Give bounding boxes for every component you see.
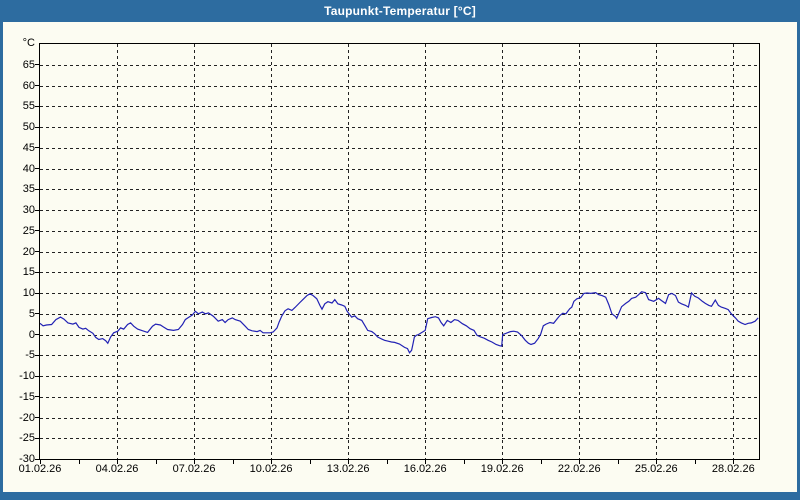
x-tick-label: 19.02.26 [480,463,524,475]
x-axis-tick [733,460,735,464]
x-axis-tick [40,460,41,464]
x-axis-tick [540,460,542,464]
y-axis-tick [35,230,39,232]
x-axis-tick [579,460,581,464]
y-axis-tick [35,251,39,252]
y-tick-label: -5 [25,349,35,362]
y-tick-label: 55 [22,100,35,113]
y-tick-label: -20 [19,411,35,424]
y-axis-tick [35,396,39,398]
y-axis-unit-label: °C [22,37,35,49]
x-tick-label: 22.02.26 [557,463,601,475]
y-axis-tick [35,458,39,460]
y-tick-label: -15 [19,390,35,403]
y-axis-tick [35,437,39,439]
x-axis-tick [117,460,119,464]
x-axis-tick [232,460,234,464]
x-tick-label: 16.02.26 [403,463,447,475]
y-tick-label: 0 [28,328,35,341]
x-axis-tick [502,460,504,464]
y-axis-tick [35,334,39,335]
y-tick-label: 15 [22,266,35,279]
y-axis-tick [35,313,39,315]
y-tick-label: 30 [22,204,35,216]
y-axis-tick [35,188,39,190]
window-title-bar[interactable]: Taupunkt-Temperatur [°C] [0,0,800,22]
plot-canvas [40,44,759,459]
y-axis-tick [35,292,39,294]
y-axis-tick [35,126,39,128]
x-axis-tick [694,460,696,464]
y-tick-label: 50 [22,121,35,133]
y-axis-tick [35,147,39,149]
chart-title: Taupunkt-Temperatur [°C] [324,4,476,18]
y-tick-label: -10 [19,370,35,382]
y-axis-tick [35,417,39,418]
x-axis-tick [348,460,350,464]
y-tick-label: 5 [28,307,35,320]
x-tick-label: 10.02.26 [249,463,293,475]
y-axis-tick [35,354,39,356]
x-tick-label: 01.02.26 [18,463,62,475]
x-axis-tick [78,460,80,464]
chart-content-area: °C 65 60 55 50 45 40 35 30 25 20 15 10 5 0 -5 -10 -15 -20-… [3,22,797,492]
x-axis-tick [271,460,273,464]
x-axis-tick [386,460,388,464]
y-tick-label: 20 [22,245,35,258]
x-tick-label: 25.02.26 [634,463,678,475]
y-tick-label: 10 [22,287,35,299]
plot-area [39,43,760,460]
x-tick-label: 04.02.26 [95,463,139,475]
x-tick-label: 07.02.26 [172,463,216,475]
x-axis-tick [617,460,619,464]
y-tick-label: 60 [22,79,35,92]
y-tick-label: 35 [22,183,35,196]
x-tick-label: 13.02.26 [326,463,370,475]
y-tick-label: 65 [22,58,35,71]
x-axis-tick [309,460,311,464]
y-axis-tick [35,375,39,377]
x-axis-tick [463,460,465,464]
x-axis-tick [425,460,427,464]
y-axis-tick [35,105,39,107]
y-tick-label: 45 [22,141,35,154]
y-tick-label: 40 [22,162,35,175]
y-axis-tick [35,64,39,66]
y-tick-label: -25 [19,432,35,445]
dewpoint-series-line [40,291,759,354]
x-axis-tick [155,460,157,464]
y-axis-tick [35,209,39,211]
y-axis-tick [35,85,39,86]
x-tick-label: 28.02.26 [711,463,755,475]
y-axis-tick [35,271,39,273]
x-axis-tick [194,460,196,464]
y-axis-tick [35,168,39,169]
x-axis-tick [656,460,658,464]
y-tick-label: -30 [19,453,35,465]
y-tick-label: 25 [22,224,35,237]
